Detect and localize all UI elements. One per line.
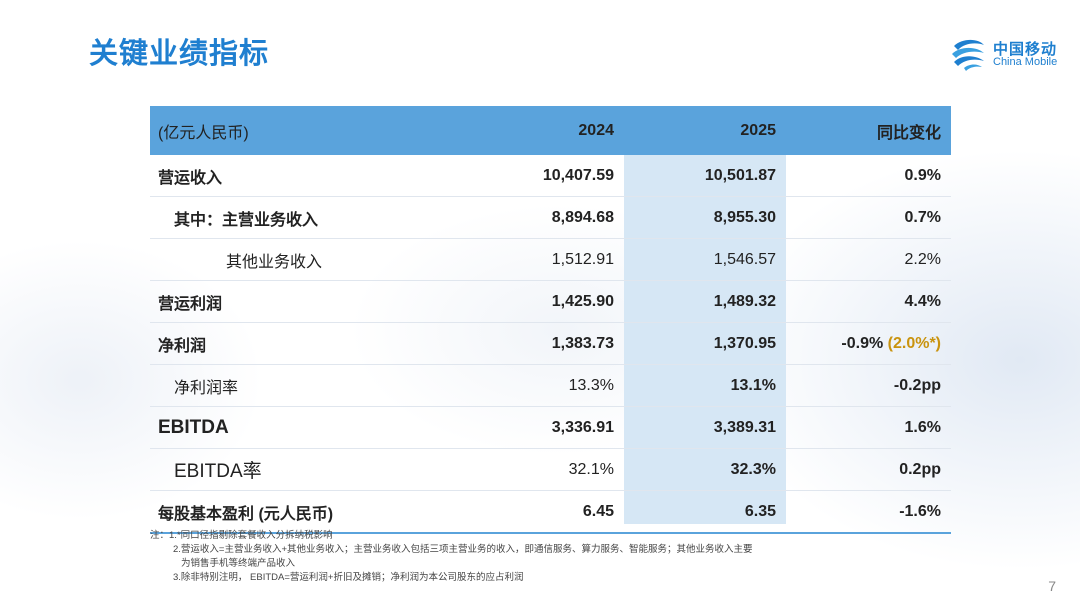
page-number: 7 xyxy=(1048,578,1056,594)
row-value-2025: 3,389.31 xyxy=(713,418,776,436)
row-value-2025: 1,370.95 xyxy=(713,334,776,352)
kpi-table: (亿元人民币) 2024 2025 同比变化 营运收入 10,407.59 10… xyxy=(150,106,951,534)
table-row: 净利润 1,383.73 1,370.95 -0.9% (2.0%*) xyxy=(150,323,951,365)
row-value-2024: 1,383.73 xyxy=(551,334,614,352)
row-change-value: -0.9% xyxy=(841,334,884,352)
row-change: 0.2pp xyxy=(899,460,941,478)
table-row: 每股基本盈利 (元人民币) 6.45 6.35 -1.6% xyxy=(150,491,951,534)
row-change-note: (2.0%*) xyxy=(887,334,941,352)
row-label: EBITDA xyxy=(158,416,229,438)
row-change: 0.7% xyxy=(904,208,941,226)
row-label: 其中：主营业务收入 xyxy=(174,211,319,229)
row-value-2024: 8,894.68 xyxy=(551,208,614,226)
row-value-2025: 1,546.57 xyxy=(713,250,776,268)
row-label: 净利润率 xyxy=(174,379,239,397)
footnote-prefix: 注： xyxy=(150,530,170,541)
row-change: 1.6% xyxy=(904,418,941,436)
row-change: -1.6% xyxy=(899,502,941,520)
row-label: 净利润 xyxy=(158,337,207,355)
row-value-2024: 1,512.91 xyxy=(551,250,614,268)
row-label: 营运收入 xyxy=(158,169,223,187)
row-value-2024: 3,336.91 xyxy=(551,418,614,436)
row-value-2025: 6.35 xyxy=(744,502,776,520)
row-value-2024: 6.45 xyxy=(582,502,614,520)
table-row: 其中：主营业务收入 8,894.68 8,955.30 0.7% xyxy=(150,197,951,239)
row-value-2025: 1,489.32 xyxy=(713,292,776,310)
table-row: 净利润率 13.3% 13.1% -0.2pp xyxy=(150,365,951,407)
row-value-2024: 32.1% xyxy=(568,460,614,478)
row-change: -0.2pp xyxy=(893,376,941,394)
row-change: 0.9% xyxy=(904,166,941,184)
china-mobile-logo: 中国移动 China Mobile xyxy=(950,36,1065,72)
footnote-2-continued: 为销售手机等终端产品收入 xyxy=(181,558,296,569)
table-row: EBITDA率 32.1% 32.3% 0.2pp xyxy=(150,449,951,491)
table-row: 营运利润 1,425.90 1,489.32 4.4% xyxy=(150,281,951,323)
table-row: 其他业务收入 1,512.91 1,546.57 2.2% xyxy=(150,239,951,281)
table-header: (亿元人民币) 2024 2025 同比变化 xyxy=(150,106,951,155)
row-label: 每股基本盈利 (元人民币) xyxy=(158,505,334,523)
row-label: 其他业务收入 xyxy=(226,253,323,271)
header-unit: (亿元人民币) xyxy=(158,124,249,142)
row-change: -0.9% (2.0%*) xyxy=(786,323,941,364)
row-value-2025: 32.3% xyxy=(730,460,776,478)
row-value-2025: 8,955.30 xyxy=(713,208,776,226)
logo-text-en: China Mobile xyxy=(993,56,1058,68)
table-row: 营运收入 10,407.59 10,501.87 0.9% xyxy=(150,155,951,197)
footnote-2: 2.营运收入=主营业务收入+其他业务收入；主营业务收入包括三项主营业务的收入，即… xyxy=(173,544,753,555)
footnote-1: 注：1.*同口径指剔除套餐收入分拆纳税影响 xyxy=(150,529,753,543)
footnote-3: 3.除非特别注明， EBITDA=营运利润+折旧及摊销；净利润为本公司股东的应占… xyxy=(173,572,524,583)
row-value-2025: 13.1% xyxy=(730,376,776,394)
row-label: 营运利润 xyxy=(158,295,223,313)
footnotes: 注：1.*同口径指剔除套餐收入分拆纳税影响 2.营运收入=主营业务收入+其他业务… xyxy=(150,529,753,585)
row-value-2025: 10,501.87 xyxy=(704,166,776,184)
page-title: 关键业绩指标 xyxy=(89,38,270,70)
header-2024: 2024 xyxy=(578,121,614,139)
row-label: EBITDA率 xyxy=(174,461,262,482)
table-row: EBITDA 3,336.91 3,389.31 1.6% xyxy=(150,407,951,449)
row-change: 2.2% xyxy=(904,250,941,268)
china-mobile-logo-icon xyxy=(952,39,984,71)
row-value-2024: 1,425.90 xyxy=(551,292,614,310)
header-change: 同比变化 xyxy=(876,124,941,142)
row-value-2024: 10,407.59 xyxy=(542,166,614,184)
logo-text-cn: 中国移动 xyxy=(993,41,1058,58)
row-change: 4.4% xyxy=(904,292,941,310)
highlight-column-2025 xyxy=(624,155,786,524)
row-value-2024: 13.3% xyxy=(568,376,614,394)
header-2025: 2025 xyxy=(740,121,776,139)
footnote-1-text: 1.*同口径指剔除套餐收入分拆纳税影响 xyxy=(169,530,333,541)
